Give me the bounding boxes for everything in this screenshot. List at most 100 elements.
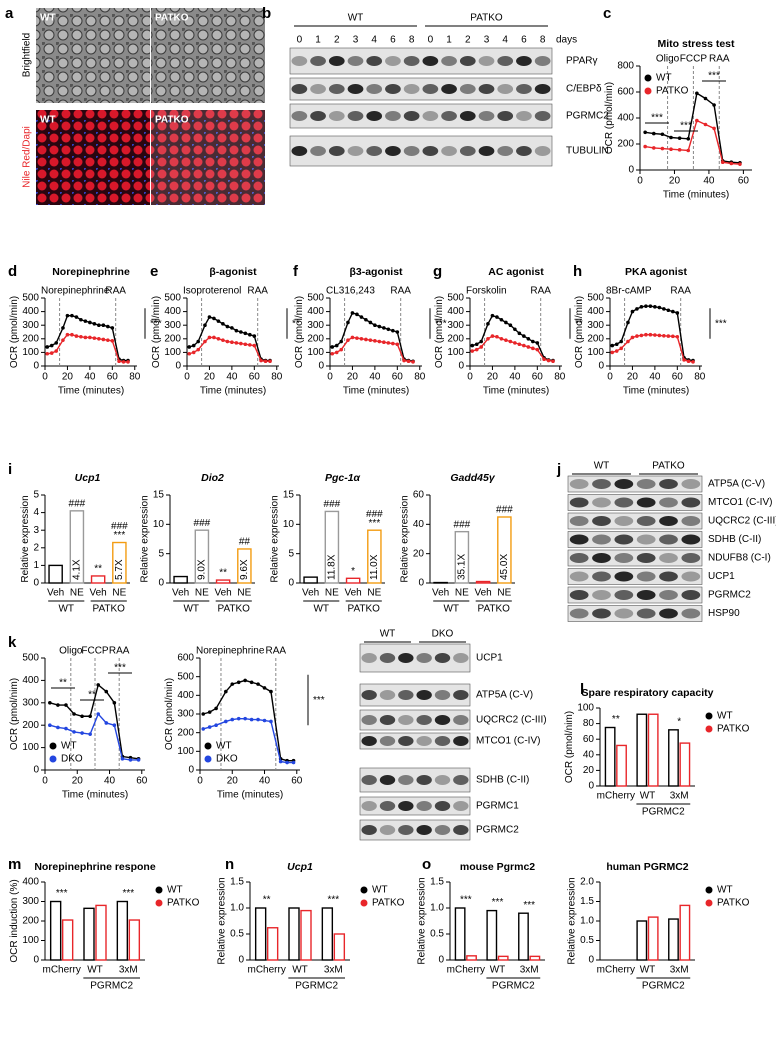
data-point bbox=[61, 326, 65, 330]
data-point bbox=[669, 147, 673, 151]
blot-band bbox=[636, 571, 656, 582]
data-point bbox=[126, 360, 130, 364]
y-tick-label: 300 bbox=[587, 320, 604, 331]
x-axis-label: Time (minutes) bbox=[343, 386, 409, 397]
brightfield-wt bbox=[36, 8, 150, 103]
x-tick-label: NE bbox=[325, 588, 339, 599]
panel-letter: g bbox=[433, 263, 442, 280]
fold-label: 11.0X bbox=[369, 554, 380, 580]
x-tick-label: 40 bbox=[84, 372, 96, 383]
x-tick-label: NE bbox=[497, 588, 511, 599]
blot-band bbox=[659, 516, 678, 526]
panel-letter: k bbox=[8, 634, 17, 651]
blot-band bbox=[516, 146, 532, 156]
y-tick-label: 400 bbox=[22, 877, 39, 888]
data-point bbox=[48, 701, 52, 705]
blot-band bbox=[379, 801, 396, 811]
x-axis-label: Time (minutes) bbox=[200, 386, 266, 397]
y-axis-label: OCR (pmol/min) bbox=[294, 296, 305, 368]
legend-marker bbox=[644, 87, 652, 95]
band-label: HSP90 bbox=[708, 608, 740, 619]
bar bbox=[679, 904, 691, 961]
data-point bbox=[470, 343, 475, 348]
significance-label: ** bbox=[94, 564, 102, 575]
blot-band bbox=[497, 146, 514, 156]
data-point bbox=[486, 322, 490, 326]
group-label: PGRMC2 bbox=[492, 981, 535, 992]
bar bbox=[497, 516, 512, 584]
band-label: PGRMC2 bbox=[566, 111, 609, 122]
blot-band bbox=[416, 653, 432, 663]
injection-label: RAA bbox=[105, 286, 126, 297]
data-point bbox=[72, 730, 76, 734]
legend-label: WT bbox=[656, 73, 672, 84]
blot-band bbox=[366, 146, 383, 156]
group-label: WT bbox=[313, 604, 329, 615]
injection-label: RAA bbox=[266, 646, 287, 657]
y-tick-label: 400 bbox=[22, 675, 39, 686]
data-point bbox=[610, 350, 615, 355]
band-label: MTCO1 (C-IV) bbox=[708, 497, 772, 508]
data-point bbox=[626, 320, 630, 325]
data-point bbox=[239, 341, 243, 346]
data-point bbox=[65, 332, 70, 337]
blot-band bbox=[516, 84, 532, 94]
data-point bbox=[72, 712, 76, 716]
bar bbox=[128, 919, 141, 961]
data-point bbox=[644, 332, 648, 337]
data-point bbox=[45, 351, 50, 356]
legend-label: WT bbox=[717, 711, 733, 722]
blot-band bbox=[453, 653, 469, 663]
data-point bbox=[474, 342, 479, 347]
blot-band bbox=[434, 690, 451, 700]
x-tick-label: 0 bbox=[42, 776, 48, 787]
x-tick-label: 3xM bbox=[670, 791, 689, 802]
bar bbox=[466, 955, 477, 961]
y-tick-label: 0 bbox=[588, 955, 594, 966]
y-tick-label: 300 bbox=[22, 896, 39, 907]
y-tick-label: 200 bbox=[177, 727, 194, 738]
blot-band bbox=[681, 553, 701, 563]
blot-band bbox=[416, 690, 432, 700]
blot-band bbox=[569, 553, 589, 563]
blot-band bbox=[636, 479, 656, 489]
band-label: UQCRC2 (C-III) bbox=[476, 715, 547, 726]
significance-label: ### bbox=[496, 505, 513, 516]
y-tick-label: 200 bbox=[307, 333, 324, 344]
x-tick-label: Veh bbox=[47, 588, 64, 599]
legend-marker bbox=[49, 742, 57, 750]
y-tick-label: 0 bbox=[458, 361, 464, 372]
significance-label: *** bbox=[460, 895, 472, 906]
lane-label: 8 bbox=[409, 35, 415, 46]
blot-band bbox=[614, 479, 634, 489]
blot-band bbox=[347, 56, 364, 66]
blot-band bbox=[385, 146, 401, 156]
x-tick-label: 40 bbox=[259, 776, 271, 787]
x-tick-label: Veh bbox=[345, 588, 362, 599]
x-tick-label: 20 bbox=[72, 776, 84, 787]
blot-band bbox=[403, 146, 420, 156]
band-label: SDHB (C-II) bbox=[708, 534, 761, 545]
data-point bbox=[191, 343, 196, 348]
fold-label: 4.1X bbox=[72, 559, 83, 580]
data-point bbox=[703, 122, 708, 127]
lane-label: 3 bbox=[353, 35, 359, 46]
y-tick-label: 200 bbox=[617, 139, 634, 150]
panel-letter: c bbox=[603, 5, 611, 22]
blot-band bbox=[636, 608, 656, 619]
data-point bbox=[479, 345, 484, 349]
x-tick-label: 60 bbox=[291, 776, 303, 787]
data-point bbox=[635, 307, 639, 311]
blot-band bbox=[453, 825, 469, 835]
y-tick-label: 100 bbox=[164, 347, 181, 358]
panel-letter: h bbox=[573, 263, 582, 280]
data-point bbox=[630, 335, 635, 340]
injection-label: FCCP bbox=[81, 646, 109, 657]
data-point bbox=[225, 324, 230, 329]
blot-band bbox=[592, 571, 611, 582]
blot-band bbox=[534, 56, 551, 66]
significance-label: *** bbox=[369, 518, 381, 529]
injection-label: RAA bbox=[109, 646, 130, 657]
lane-label: 0 bbox=[428, 35, 434, 46]
blot-band bbox=[614, 590, 634, 600]
